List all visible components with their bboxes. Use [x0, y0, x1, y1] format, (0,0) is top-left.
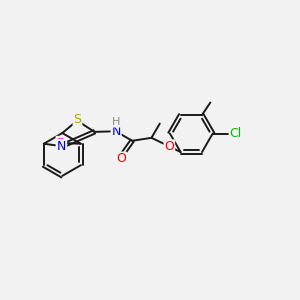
Text: N: N	[111, 125, 121, 138]
Text: O: O	[164, 140, 174, 153]
Text: O: O	[116, 152, 126, 165]
Text: H: H	[112, 117, 120, 127]
Text: F: F	[56, 137, 64, 150]
Text: N: N	[57, 140, 66, 153]
Text: Cl: Cl	[230, 127, 242, 140]
Text: S: S	[74, 113, 82, 126]
